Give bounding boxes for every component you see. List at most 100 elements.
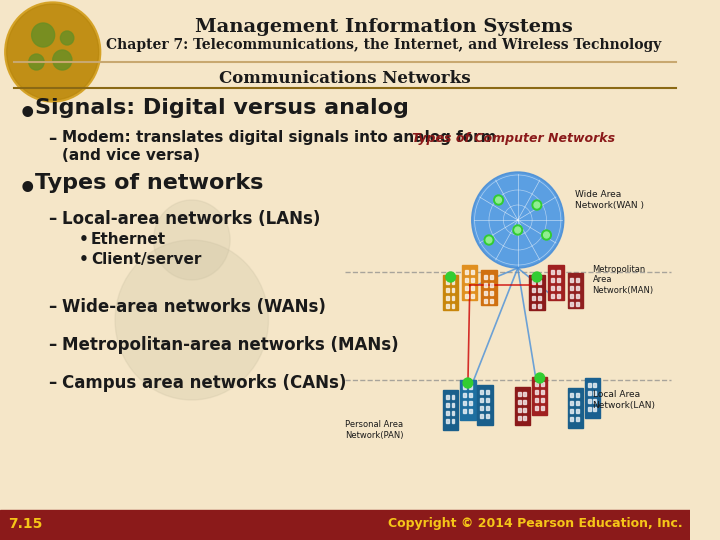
Bar	[532, 280, 535, 284]
Circle shape	[32, 23, 55, 47]
Bar	[515, 387, 530, 425]
Bar	[557, 286, 560, 290]
Bar	[541, 382, 544, 386]
Bar	[0, 0, 690, 90]
Circle shape	[6, 4, 99, 100]
Text: (and vice versa): (and vice versa)	[63, 148, 200, 163]
Bar	[576, 401, 579, 405]
Text: –: –	[48, 336, 56, 354]
Bar	[463, 385, 466, 389]
Bar	[446, 288, 449, 292]
Bar	[532, 377, 547, 415]
Bar	[576, 302, 579, 306]
Bar	[451, 296, 454, 300]
Bar	[523, 392, 526, 396]
Bar	[490, 275, 492, 279]
Bar	[463, 409, 466, 413]
Bar	[481, 270, 497, 305]
Bar	[532, 288, 535, 292]
Bar	[469, 409, 472, 413]
Text: Types of Computer Networks: Types of Computer Networks	[413, 132, 616, 145]
Bar	[576, 294, 579, 298]
Bar	[552, 286, 554, 290]
Bar	[484, 275, 487, 279]
Text: Metropolitan-area networks (MANs): Metropolitan-area networks (MANs)	[63, 336, 399, 354]
Circle shape	[544, 232, 549, 238]
Text: Local-area networks (LANs): Local-area networks (LANs)	[63, 210, 320, 228]
Bar	[570, 278, 573, 282]
Bar	[557, 294, 560, 298]
Bar	[471, 270, 474, 274]
Bar	[593, 399, 596, 403]
Bar	[552, 270, 554, 274]
Text: Communications Networks: Communications Networks	[220, 70, 471, 87]
Text: Metropolitan
Area
Network(MAN): Metropolitan Area Network(MAN)	[593, 265, 654, 295]
Bar	[451, 419, 454, 423]
Circle shape	[486, 237, 492, 243]
Bar	[484, 291, 487, 295]
Bar	[443, 390, 459, 430]
Bar	[446, 395, 449, 399]
Bar	[484, 299, 487, 303]
Bar	[469, 385, 472, 389]
Bar	[471, 294, 474, 298]
Bar	[570, 417, 573, 421]
Bar	[588, 391, 590, 395]
Bar	[576, 278, 579, 282]
Bar	[469, 393, 472, 397]
Circle shape	[541, 230, 552, 240]
Bar	[588, 383, 590, 387]
Bar	[523, 408, 526, 412]
Text: 7.15: 7.15	[8, 517, 42, 531]
Bar	[443, 275, 459, 310]
Bar	[570, 393, 573, 397]
Bar	[451, 280, 454, 284]
Bar	[538, 288, 541, 292]
Bar	[471, 286, 474, 290]
Bar	[480, 398, 483, 402]
Bar	[486, 398, 489, 402]
Bar	[538, 280, 541, 284]
Bar	[541, 406, 544, 410]
Text: Management Information Systems: Management Information Systems	[194, 18, 572, 36]
Bar	[576, 393, 579, 397]
Bar	[523, 416, 526, 420]
Bar	[535, 406, 538, 410]
Circle shape	[472, 172, 564, 268]
Bar	[593, 391, 596, 395]
Bar	[490, 291, 492, 295]
Text: •: •	[17, 175, 37, 204]
Bar	[535, 390, 538, 394]
Bar	[462, 265, 477, 300]
Bar	[446, 296, 449, 300]
Bar	[490, 299, 492, 303]
Text: Client/server: Client/server	[91, 252, 202, 267]
Bar	[588, 407, 590, 411]
Text: –: –	[48, 374, 56, 392]
Bar	[557, 278, 560, 282]
Bar	[570, 401, 573, 405]
Bar	[576, 417, 579, 421]
Bar	[532, 296, 535, 300]
Bar	[463, 393, 466, 397]
Bar	[486, 390, 489, 394]
Circle shape	[474, 174, 562, 266]
Circle shape	[115, 240, 269, 400]
Circle shape	[60, 31, 74, 45]
Text: Ethernet: Ethernet	[91, 232, 166, 247]
Bar	[570, 302, 573, 306]
Bar	[541, 390, 544, 394]
Bar	[523, 400, 526, 404]
Circle shape	[53, 50, 72, 70]
Text: Modem: translates digital signals into analog form: Modem: translates digital signals into a…	[63, 130, 497, 145]
Bar	[518, 392, 521, 396]
Text: Types of networks: Types of networks	[35, 173, 263, 193]
Bar	[576, 409, 579, 413]
Bar	[538, 296, 541, 300]
Bar	[585, 378, 600, 418]
Text: Personal Area
Network(PAN): Personal Area Network(PAN)	[345, 420, 404, 440]
Bar	[538, 304, 541, 308]
Bar	[451, 288, 454, 292]
Bar	[446, 419, 449, 423]
Bar	[446, 411, 449, 415]
